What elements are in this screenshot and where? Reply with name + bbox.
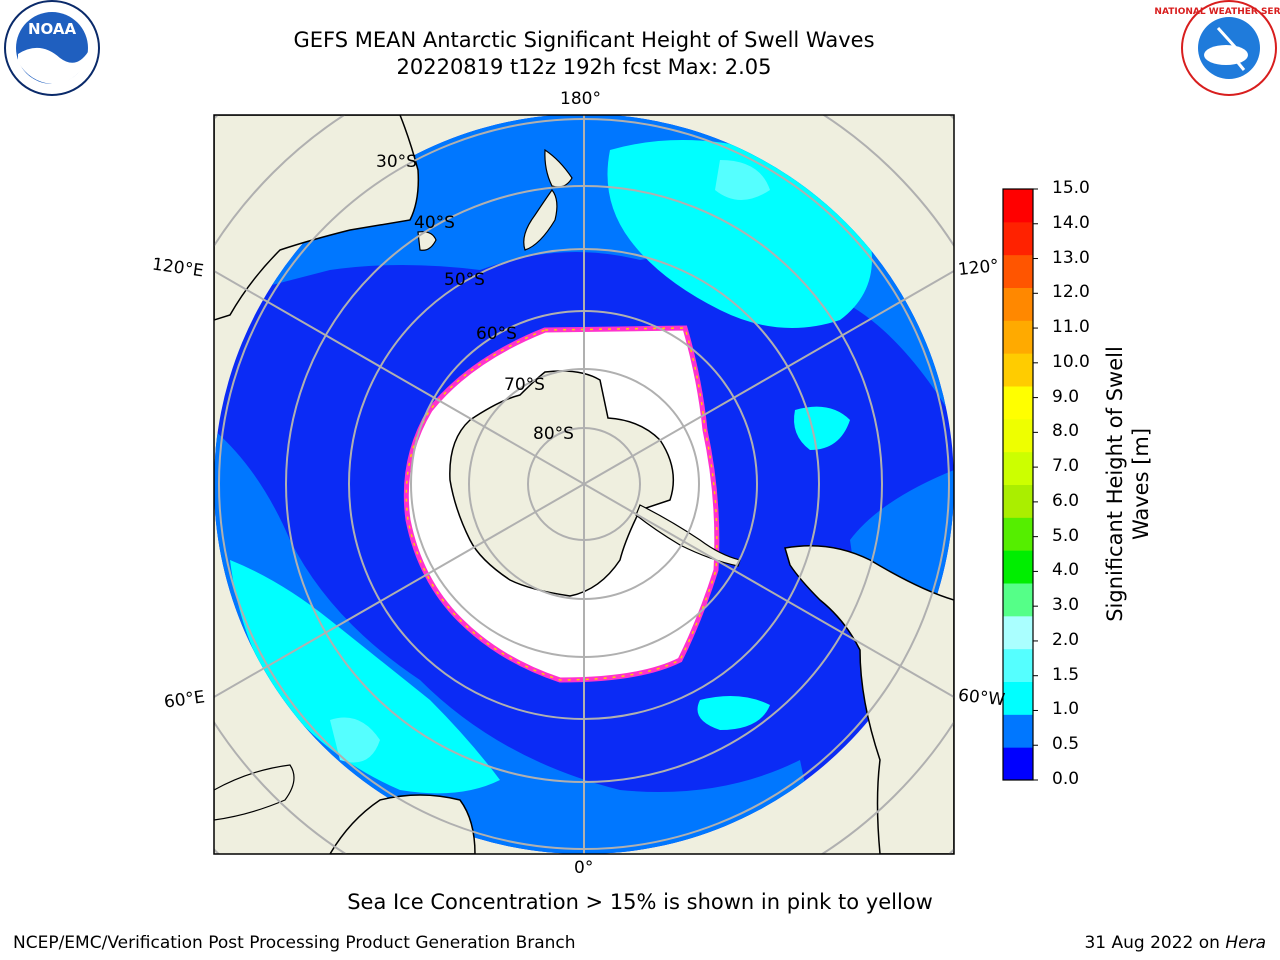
colorbar-swatch: [1003, 221, 1033, 256]
colorbar-swatch: [1003, 287, 1033, 321]
swell-band-high-southwest: [230, 560, 500, 794]
lat-label-80s: 80°S: [533, 424, 574, 444]
map-area: [214, 115, 954, 854]
colorbar-tick-label: 1.5: [1052, 664, 1080, 685]
nws-logo: NATIONAL WEATHER SERVICE: [1154, 0, 1280, 96]
colorbar-tick-label: 4.0: [1052, 560, 1080, 581]
colorbar-swatch: [1003, 615, 1033, 650]
colorbar-tick-label: 15.0: [1052, 178, 1090, 198]
colorbar-swatch: [1003, 583, 1033, 617]
colorbar-tick-label: 10.0: [1052, 351, 1090, 372]
colorbar-swatch: [1003, 484, 1033, 518]
colorbar-tick-label: 13.0: [1052, 247, 1090, 268]
colorbar-tick-label: 2.0: [1052, 629, 1080, 650]
africa: [329, 794, 476, 854]
colorbar-swatch: [1003, 418, 1033, 453]
colorbar-tick-label: 14.0: [1052, 212, 1090, 233]
colorbar-tick-label: 7.0: [1052, 456, 1080, 477]
noaa-logo-text: NOAA: [28, 20, 77, 38]
lon-label-120w: 120°: [957, 255, 1000, 281]
footer-date-text: 31 Aug 2022 on: [1084, 933, 1220, 953]
colorbar-title-line-1: Significant Height of Swell: [1103, 346, 1127, 622]
colorbar-tick-label: 11.0: [1052, 317, 1090, 338]
colorbar-swatch: [1003, 714, 1033, 748]
footer-date: 31 Aug 2022 on Hera: [1084, 933, 1266, 953]
colorbar-frame: [1002, 188, 1034, 781]
map-frame: [213, 114, 955, 855]
colorbar-swatch: [1003, 550, 1033, 584]
colorbar-swatch: [1003, 451, 1033, 485]
colorbar-swatch: [1003, 254, 1033, 288]
colorbar-tick-label: 0.0: [1052, 769, 1080, 789]
footer-branch: NCEP/EMC/Verification Post Processing Pr…: [13, 933, 576, 953]
footer-host: Hera: [1225, 933, 1266, 953]
graticule: [214, 115, 954, 854]
colorbar-swatch: [1003, 320, 1033, 354]
colorbar-swatch: [1003, 747, 1033, 781]
colorbar-title-line-2: Waves [m]: [1129, 427, 1153, 541]
lat-label-50s: 50°S: [444, 270, 485, 290]
title-line-1: GEFS MEAN Antarctic Significant Height o…: [293, 28, 875, 52]
title-line-2: 20220819 t12z 192h fcst Max: 2.05: [396, 55, 772, 79]
madagascar: [214, 764, 295, 821]
lat-label-70s: 70°S: [504, 375, 545, 395]
lon-label-180: 180°: [560, 89, 601, 109]
colorbar-swatch: [1003, 189, 1033, 223]
lat-label-30s: 30°S: [376, 152, 417, 172]
colorbar-tick-label: 12.0: [1052, 282, 1090, 303]
colorbar-tick-label: 9.0: [1052, 386, 1080, 407]
colorbar: [1003, 188, 1038, 781]
noaa-logo: NOAA: [4, 0, 100, 96]
colorbar-tick-label: 8.0: [1052, 421, 1080, 442]
sea-ice-note: Sea Ice Concentration > 15% is shown in …: [347, 890, 933, 914]
colorbar-tick-label: 0.5: [1052, 734, 1080, 755]
colorbar-tick-label: 3.0: [1052, 595, 1080, 616]
colorbar-swatch: [1003, 681, 1033, 715]
lon-label-0: 0°: [574, 858, 594, 878]
lat-label-40s: 40°S: [414, 213, 455, 233]
colorbar-swatch: [1003, 386, 1033, 420]
new-zealand-south: [523, 188, 558, 251]
colorbar-swatch: [1003, 353, 1033, 387]
colorbar-tick-label: 5.0: [1052, 525, 1080, 546]
colorbar-swatch: [1003, 648, 1033, 682]
colorbar-tick-label: 1.0: [1052, 699, 1080, 720]
lat-label-60s: 60°S: [476, 324, 517, 344]
nws-logo-text: NATIONAL WEATHER SERVICE: [1154, 7, 1280, 17]
colorbar-tick-label: 6.0: [1052, 490, 1080, 511]
colorbar-swatch: [1003, 517, 1033, 551]
australia: [214, 115, 420, 321]
colorbar-title: Significant Height of Swell Waves [m]: [1102, 346, 1154, 622]
